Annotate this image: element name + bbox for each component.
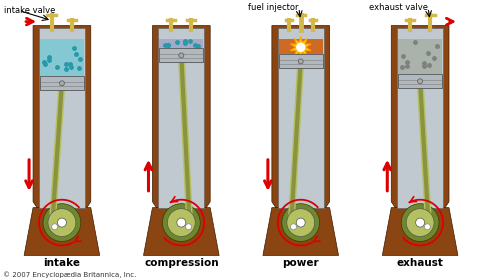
Polygon shape [144,208,219,255]
Bar [398,39,442,74]
Text: exhaust valve: exhaust valve [369,3,428,12]
Text: exhaust: exhaust [397,258,443,268]
Bar [278,27,323,208]
Polygon shape [272,25,330,208]
Circle shape [162,204,200,241]
Circle shape [177,218,186,227]
Circle shape [417,79,422,84]
Circle shape [57,218,66,227]
Text: intake valve: intake valve [4,6,55,15]
Circle shape [406,209,434,237]
Circle shape [298,59,303,64]
Text: compression: compression [144,258,219,268]
Bar [279,54,322,68]
Polygon shape [382,208,458,255]
Polygon shape [290,36,311,58]
Polygon shape [263,208,339,255]
Bar [158,27,204,208]
Circle shape [186,224,192,230]
Polygon shape [33,25,91,208]
Circle shape [416,218,425,227]
Circle shape [424,224,430,230]
Circle shape [59,81,64,86]
Bar [39,27,85,208]
Bar [40,76,84,90]
Circle shape [291,224,296,230]
Circle shape [48,209,76,237]
Circle shape [51,224,58,230]
Bar [159,39,203,48]
Circle shape [296,218,305,227]
Circle shape [179,53,184,58]
Bar [40,39,84,76]
Circle shape [287,209,315,237]
Bar [398,74,442,88]
Circle shape [282,204,319,241]
Text: © 2007 Encyclopædia Britannica, Inc.: © 2007 Encyclopædia Britannica, Inc. [3,272,137,278]
Bar [397,27,443,208]
Text: intake: intake [44,258,80,268]
Polygon shape [24,208,100,255]
Text: fuel injector: fuel injector [248,3,298,12]
Bar [279,39,322,54]
Bar [159,48,203,62]
Circle shape [168,209,195,237]
Text: power: power [282,258,319,268]
Polygon shape [392,25,449,208]
Polygon shape [152,25,210,208]
Circle shape [297,43,305,51]
Circle shape [401,204,439,241]
Circle shape [43,204,81,241]
